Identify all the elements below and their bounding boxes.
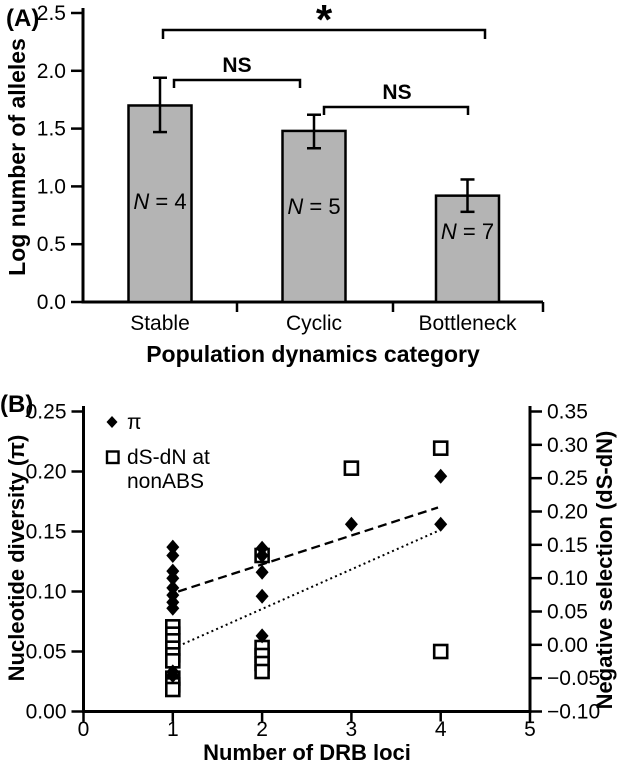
bar-n-label: N = 4	[133, 189, 186, 214]
right-y-tick-label: 0.30	[547, 434, 588, 457]
significance-label: *	[316, 0, 333, 43]
significance-bracket	[172, 78, 302, 88]
x-category-label: Stable	[130, 312, 190, 335]
right-y-tick-label: −0.05	[547, 667, 600, 690]
left-y-tick-label: 0.20	[26, 461, 67, 484]
panel-a-bar-chart: 0.0 0.5 1.0 1.5 2.0 2.5 N = 4 Stable N = 5 Cyclic…	[4, 0, 545, 367]
x-category-label: Bottleneck	[418, 312, 517, 335]
bar-stable	[127, 104, 193, 304]
left-y-tick-label: 0.10	[26, 581, 67, 604]
left-y-tick-label: 0.00	[26, 701, 67, 724]
pi-trend-line	[177, 506, 439, 593]
y-tick-label: 0.5	[37, 233, 66, 256]
x-tick-label: 1	[167, 718, 179, 741]
pi-point	[166, 548, 180, 563]
legend-ds-dn-marker	[105, 450, 120, 465]
pi-point	[166, 668, 180, 683]
right-y-tick-label: −0.10	[547, 701, 600, 724]
right-y-tick-label: 0.35	[547, 401, 588, 424]
pi-point	[255, 628, 269, 644]
right-y-tick-label: 0.00	[547, 634, 588, 657]
legend-pi-marker	[106, 416, 118, 428]
left-y-tick-label: 0.25	[26, 401, 67, 424]
legend-pi-label: π	[127, 411, 142, 434]
ds-dn-point	[432, 643, 449, 660]
panel-a-label: (A)	[6, 5, 39, 32]
pi-point	[166, 570, 180, 586]
left-y-axis-title: Nucleotide diversity (π)	[4, 435, 29, 682]
pi-point	[434, 468, 448, 484]
x-tick-label: 4	[435, 718, 447, 741]
x-category-label: Cyclic	[286, 312, 342, 335]
bar-n-label: N = 7	[441, 219, 494, 244]
significance-label: NS	[222, 54, 251, 77]
right-y-tick-label: 0.20	[547, 501, 588, 524]
ds-dn-point	[254, 663, 270, 680]
legend-ds-dn-label-line1: dS-dN at	[127, 446, 210, 469]
x-axis-title: Number of DRB loci	[203, 740, 411, 765]
panel-b-label: (B)	[0, 391, 33, 418]
pi-point	[255, 564, 269, 580]
right-y-tick-label: 0.05	[547, 601, 588, 624]
y-tick-label: 1.5	[37, 118, 66, 141]
pi-point	[255, 588, 269, 604]
pi-point	[166, 539, 180, 555]
ds-dn-point	[165, 681, 181, 698]
significance-label: NS	[382, 81, 411, 104]
ds-dn-point	[343, 460, 360, 476]
ds-dn-trend-line	[177, 529, 441, 648]
legend-ds-dn-label-line2: nonABS	[127, 470, 204, 493]
pi-point	[166, 600, 180, 616]
x-axis-title: Population dynamics category	[146, 341, 480, 367]
bar-cyclic	[281, 129, 347, 304]
right-y-axis-title: Negative selection (dS-dN)	[592, 431, 617, 710]
right-y-tick-label: 0.10	[547, 567, 588, 590]
right-y-tick-label: 0.15	[547, 534, 588, 557]
y-tick-label: 2.5	[37, 2, 66, 25]
left-y-tick-label: 0.05	[26, 641, 67, 664]
y-tick-label: 0.0	[37, 291, 66, 314]
significance-bracket	[161, 28, 487, 39]
y-tick-label: 2.0	[37, 60, 66, 83]
ds-dn-point	[432, 440, 449, 456]
y-tick-label: 1.0	[37, 175, 66, 198]
right-y-tick-label: 0.25	[547, 467, 588, 490]
significance-bracket	[322, 105, 470, 115]
x-tick-label: 0	[78, 718, 90, 741]
bar-n-label: N = 5	[287, 194, 340, 219]
pi-point	[255, 548, 269, 563]
panel-b-scatter-plot: 0.00 0.05 0.10 0.15 0.20 0.25 −0.10 −0.05 0.00 0.…	[0, 391, 617, 765]
x-tick-label: 5	[524, 718, 536, 741]
left-y-tick-label: 0.15	[26, 521, 67, 544]
x-tick-label: 2	[256, 718, 268, 741]
pi-point	[434, 516, 448, 532]
x-tick-label: 3	[346, 718, 358, 741]
pi-point	[344, 516, 358, 532]
y-axis-title: Log number of alleles	[4, 38, 30, 276]
